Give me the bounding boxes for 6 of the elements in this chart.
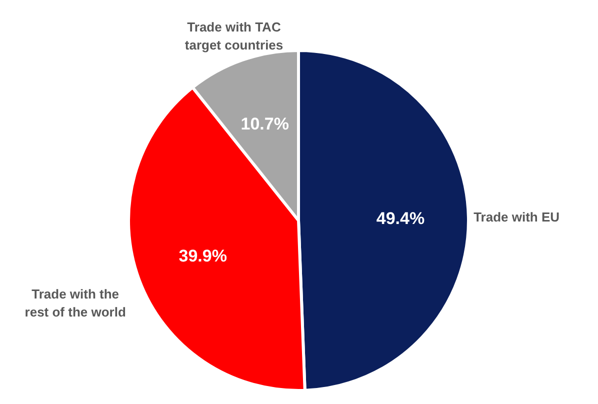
slice-label: Trade with the rest of the world (24, 286, 126, 320)
data-label: 10.7% (240, 114, 289, 134)
slice-label: Trade with EU (474, 210, 560, 225)
data-label: 49.4% (376, 209, 425, 228)
slice-label: Trade with TAC target countries (184, 19, 284, 52)
data-label: 39.9% (178, 246, 227, 266)
